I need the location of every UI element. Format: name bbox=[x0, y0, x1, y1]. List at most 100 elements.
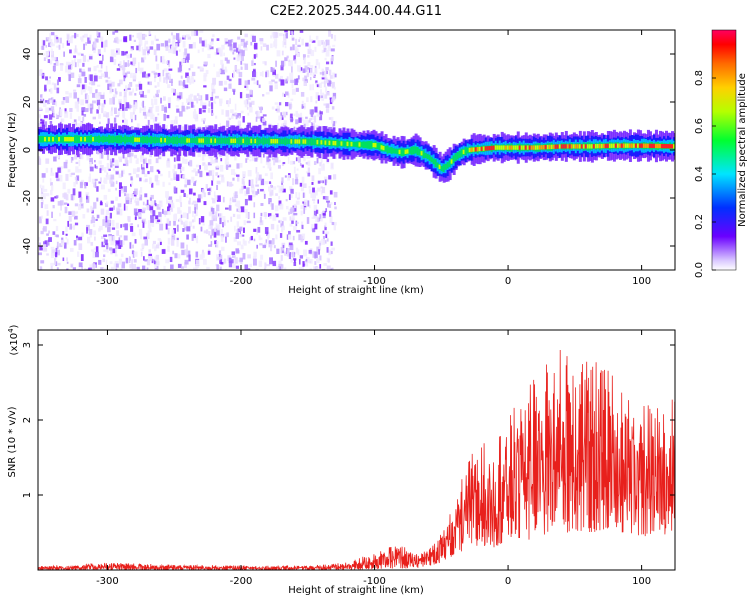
noise-pixel bbox=[83, 43, 86, 50]
ridge-core bbox=[556, 144, 560, 149]
noise-pixel bbox=[264, 262, 267, 269]
ridge-core bbox=[382, 145, 386, 151]
noise-pixel bbox=[117, 203, 122, 208]
noise-pixel bbox=[69, 36, 73, 44]
noise-pixel bbox=[122, 223, 125, 228]
noise-pixel bbox=[320, 92, 325, 99]
noise-pixel bbox=[247, 212, 250, 219]
noise-pixel bbox=[207, 162, 212, 166]
noise-pixel bbox=[139, 107, 142, 114]
snr-y-tick-label: 1 bbox=[22, 492, 33, 498]
noise-pixel bbox=[276, 266, 280, 270]
noise-pixel bbox=[328, 69, 332, 76]
noise-pixel bbox=[311, 40, 316, 43]
noise-pixel bbox=[229, 98, 231, 104]
noise-pixel bbox=[43, 101, 47, 108]
noise-pixel bbox=[271, 106, 275, 110]
noise-pixel bbox=[100, 267, 104, 270]
ridge-core bbox=[532, 145, 536, 150]
noise-pixel bbox=[310, 50, 315, 57]
noise-pixel bbox=[167, 206, 170, 212]
noise-pixel bbox=[77, 52, 82, 56]
noise-pixel bbox=[244, 209, 248, 213]
spec-y-tick-label: 40 bbox=[22, 48, 33, 61]
noise-pixel bbox=[289, 160, 294, 165]
noise-pixel bbox=[93, 182, 96, 188]
noise-pixel bbox=[253, 54, 256, 59]
noise-pixel bbox=[95, 89, 98, 93]
noise-pixel bbox=[89, 34, 92, 41]
noise-pixel bbox=[214, 216, 217, 222]
ridge-core bbox=[210, 138, 214, 143]
noise-pixel bbox=[96, 99, 101, 105]
noise-pixel bbox=[56, 45, 60, 48]
noise-pixel bbox=[76, 236, 79, 241]
noise-pixel bbox=[237, 241, 242, 246]
noise-pixel bbox=[194, 115, 199, 122]
noise-pixel bbox=[215, 211, 218, 219]
noise-pixel bbox=[276, 248, 280, 254]
noise-pixel bbox=[152, 114, 155, 117]
noise-pixel bbox=[256, 228, 258, 235]
noise-pixel bbox=[112, 96, 115, 104]
noise-pixel bbox=[118, 99, 122, 102]
noise-pixel bbox=[255, 155, 259, 160]
noise-pixel bbox=[251, 184, 255, 188]
noise-pixel bbox=[163, 68, 168, 72]
noise-pixel bbox=[131, 259, 133, 266]
noise-pixel bbox=[44, 204, 49, 209]
noise-pixel bbox=[110, 266, 114, 270]
noise-pixel bbox=[167, 60, 170, 66]
noise-pixel bbox=[218, 265, 221, 270]
noise-pixel bbox=[134, 101, 137, 108]
noise-pixel bbox=[115, 247, 118, 252]
svg-text:(x104): (x104) bbox=[7, 324, 20, 355]
noise-pixel bbox=[144, 43, 146, 51]
noise-pixel bbox=[40, 266, 43, 270]
ridge-core bbox=[588, 144, 592, 149]
noise-pixel bbox=[103, 194, 108, 200]
ridge-core bbox=[296, 139, 300, 144]
noise-pixel bbox=[78, 236, 83, 241]
snr-panel: -300 -200 -100 0 100 123 Height of straight … bbox=[7, 324, 676, 596]
ridge-cell bbox=[192, 137, 196, 144]
ridge-cell bbox=[386, 145, 390, 154]
noise-pixel bbox=[250, 41, 253, 46]
noise-pixel bbox=[197, 194, 202, 199]
noise-pixel bbox=[104, 147, 108, 155]
noise-pixel bbox=[157, 170, 161, 174]
noise-pixel bbox=[308, 189, 312, 194]
noise-pixel bbox=[98, 94, 101, 102]
noise-pixel bbox=[184, 220, 188, 227]
noise-pixel bbox=[229, 43, 233, 51]
ridge-core bbox=[438, 164, 442, 169]
noise-pixel bbox=[143, 106, 146, 111]
noise-pixel bbox=[289, 46, 293, 51]
noise-pixel bbox=[48, 230, 50, 234]
noise-pixel bbox=[242, 185, 246, 189]
ridge-core bbox=[606, 143, 610, 149]
noise-pixel bbox=[50, 32, 55, 36]
noise-pixel bbox=[128, 91, 133, 96]
noise-pixel bbox=[39, 184, 42, 189]
noise-pixel bbox=[127, 87, 131, 91]
noise-pixel bbox=[234, 191, 238, 196]
noise-pixel bbox=[115, 180, 118, 185]
ridge-core bbox=[200, 138, 204, 143]
noise-pixel bbox=[219, 122, 221, 129]
ridge-cell bbox=[184, 136, 188, 145]
noise-pixel bbox=[106, 243, 109, 250]
noise-pixel bbox=[105, 202, 109, 208]
noise-pixel bbox=[273, 160, 276, 166]
ridge-cell bbox=[434, 159, 438, 168]
colorbar-frame bbox=[711, 29, 737, 271]
noise-pixel bbox=[46, 233, 49, 236]
noise-pixel bbox=[132, 57, 137, 65]
noise-pixel bbox=[187, 101, 190, 105]
ridge-core bbox=[584, 144, 588, 149]
noise-pixel bbox=[302, 68, 306, 73]
noise-pixel bbox=[302, 155, 305, 159]
noise-pixel bbox=[146, 260, 151, 266]
noise-pixel bbox=[224, 57, 228, 61]
ridge-cell bbox=[94, 136, 98, 143]
